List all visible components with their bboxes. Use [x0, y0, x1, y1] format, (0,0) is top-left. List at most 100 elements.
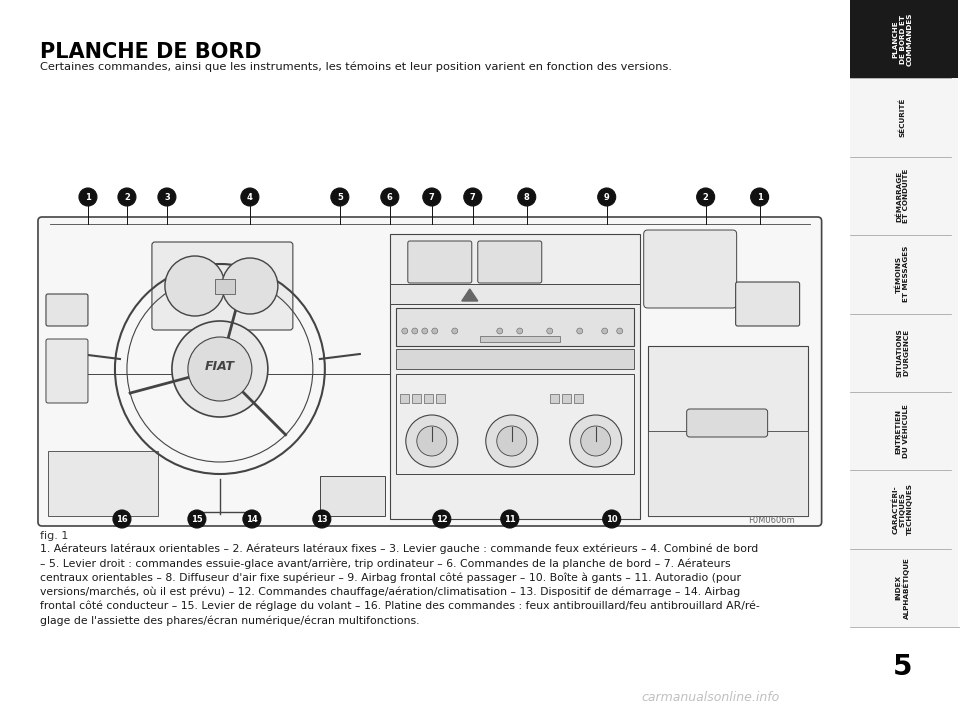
- Circle shape: [79, 188, 97, 206]
- Circle shape: [433, 510, 451, 528]
- Text: glage de l'assiette des phares/écran numérique/écran multifonctions.: glage de l'assiette des phares/écran num…: [40, 615, 420, 625]
- Text: 1: 1: [756, 193, 762, 201]
- Circle shape: [188, 337, 252, 401]
- Circle shape: [406, 415, 458, 467]
- Bar: [320, 476, 385, 516]
- Bar: [850, 392, 958, 470]
- Text: 13: 13: [316, 515, 327, 523]
- Circle shape: [417, 426, 446, 456]
- Text: 6: 6: [387, 193, 393, 201]
- Text: frontal côté conducteur – 15. Levier de réglage du volant – 16. Platine des comm: frontal côté conducteur – 15. Levier de …: [40, 601, 759, 611]
- Text: 4: 4: [247, 193, 252, 201]
- Circle shape: [464, 188, 482, 206]
- Bar: [850, 549, 958, 627]
- Text: centraux orientables – 8. Diffuseur d'air fixe supérieur – 9. Airbag frontal côt: centraux orientables – 8. Diffuseur d'ai…: [40, 572, 741, 583]
- Text: CARACTÉRI-
STIQUES
TECHNIQUES: CARACTÉRI- STIQUES TECHNIQUES: [893, 484, 913, 535]
- Text: INDEX
ALPHABÉTIQUE: INDEX ALPHABÉTIQUE: [895, 557, 910, 619]
- Bar: [648, 346, 807, 516]
- Circle shape: [581, 426, 611, 456]
- Text: carmanualsonline.info: carmanualsonline.info: [641, 691, 780, 704]
- Circle shape: [452, 328, 458, 334]
- Circle shape: [402, 328, 408, 334]
- Text: DÉMARRAGE
ET CONDUITE: DÉMARRAGE ET CONDUITE: [896, 169, 909, 223]
- Bar: [390, 234, 639, 519]
- Circle shape: [496, 426, 527, 456]
- Circle shape: [313, 510, 331, 528]
- Circle shape: [165, 256, 225, 316]
- Text: 2: 2: [124, 193, 130, 201]
- FancyBboxPatch shape: [46, 339, 88, 403]
- Text: – 5. Levier droit : commandes essuie-glace avant/arrière, trip ordinateur – 6. C: – 5. Levier droit : commandes essuie-gla…: [40, 558, 731, 569]
- Text: versions/marchés, où il est prévu) – 12. Commandes chauffage/aération/climatisat: versions/marchés, où il est prévu) – 12.…: [40, 586, 740, 597]
- FancyBboxPatch shape: [152, 242, 293, 330]
- Text: fig. 1: fig. 1: [40, 531, 68, 541]
- Bar: [399, 394, 409, 403]
- FancyBboxPatch shape: [46, 294, 88, 326]
- Text: 10: 10: [606, 515, 617, 523]
- Circle shape: [172, 321, 268, 417]
- Text: 2: 2: [703, 193, 708, 201]
- Text: 12: 12: [436, 515, 447, 523]
- Bar: [850, 235, 958, 313]
- Text: ENTRETIEN
DU VÉHICULE: ENTRETIEN DU VÉHICULE: [896, 404, 909, 458]
- Text: F0M0606m: F0M0606m: [748, 516, 795, 525]
- Bar: [396, 349, 634, 369]
- Text: 11: 11: [504, 515, 516, 523]
- Circle shape: [569, 415, 622, 467]
- Text: 1. Aérateurs latéraux orientables – 2. Aérateurs latéraux fixes – 3. Levier gauc: 1. Aérateurs latéraux orientables – 2. A…: [40, 544, 758, 554]
- Circle shape: [421, 328, 428, 334]
- Bar: [850, 470, 958, 549]
- Bar: [574, 394, 583, 403]
- Circle shape: [222, 258, 277, 314]
- Circle shape: [603, 510, 621, 528]
- Circle shape: [422, 188, 441, 206]
- FancyBboxPatch shape: [686, 409, 768, 437]
- Circle shape: [616, 328, 623, 334]
- FancyBboxPatch shape: [735, 282, 800, 326]
- Text: 7: 7: [429, 193, 435, 201]
- FancyBboxPatch shape: [38, 217, 822, 526]
- Polygon shape: [462, 289, 478, 301]
- Circle shape: [602, 328, 608, 334]
- Bar: [562, 394, 571, 403]
- Bar: [215, 279, 235, 294]
- Bar: [412, 394, 420, 403]
- FancyBboxPatch shape: [478, 241, 541, 283]
- Circle shape: [412, 328, 418, 334]
- Circle shape: [188, 510, 205, 528]
- Text: 7: 7: [469, 193, 475, 201]
- Text: SÉCURITÉ: SÉCURITÉ: [900, 98, 906, 138]
- Text: Certaines commandes, ainsi que les instruments, les témoins et leur position var: Certaines commandes, ainsi que les instr…: [40, 61, 672, 72]
- Circle shape: [751, 188, 769, 206]
- FancyBboxPatch shape: [644, 230, 736, 308]
- Circle shape: [496, 328, 503, 334]
- Circle shape: [486, 415, 538, 467]
- Text: 14: 14: [246, 515, 257, 523]
- Text: FIAT: FIAT: [204, 359, 235, 372]
- Bar: [850, 313, 958, 392]
- Text: 9: 9: [604, 193, 610, 201]
- Bar: [850, 0, 958, 79]
- Circle shape: [517, 188, 536, 206]
- Circle shape: [241, 188, 259, 206]
- Text: TÉMOINS
ET MESSAGES: TÉMOINS ET MESSAGES: [896, 246, 909, 303]
- Bar: [550, 394, 559, 403]
- Bar: [396, 308, 634, 346]
- Text: PLANCHE DE BORD: PLANCHE DE BORD: [40, 42, 262, 62]
- Text: 16: 16: [116, 515, 128, 523]
- Circle shape: [432, 328, 438, 334]
- Circle shape: [577, 328, 583, 334]
- Bar: [648, 431, 807, 516]
- Circle shape: [697, 188, 714, 206]
- Text: 5: 5: [337, 193, 343, 201]
- Circle shape: [598, 188, 615, 206]
- Circle shape: [381, 188, 398, 206]
- Bar: [850, 79, 958, 157]
- Text: 8: 8: [524, 193, 530, 201]
- Bar: [390, 284, 639, 304]
- Circle shape: [516, 328, 523, 334]
- Circle shape: [331, 188, 348, 206]
- Bar: [850, 157, 958, 235]
- Text: SITUATIONS
D’URGENCE: SITUATIONS D’URGENCE: [896, 328, 909, 377]
- Bar: [480, 336, 560, 342]
